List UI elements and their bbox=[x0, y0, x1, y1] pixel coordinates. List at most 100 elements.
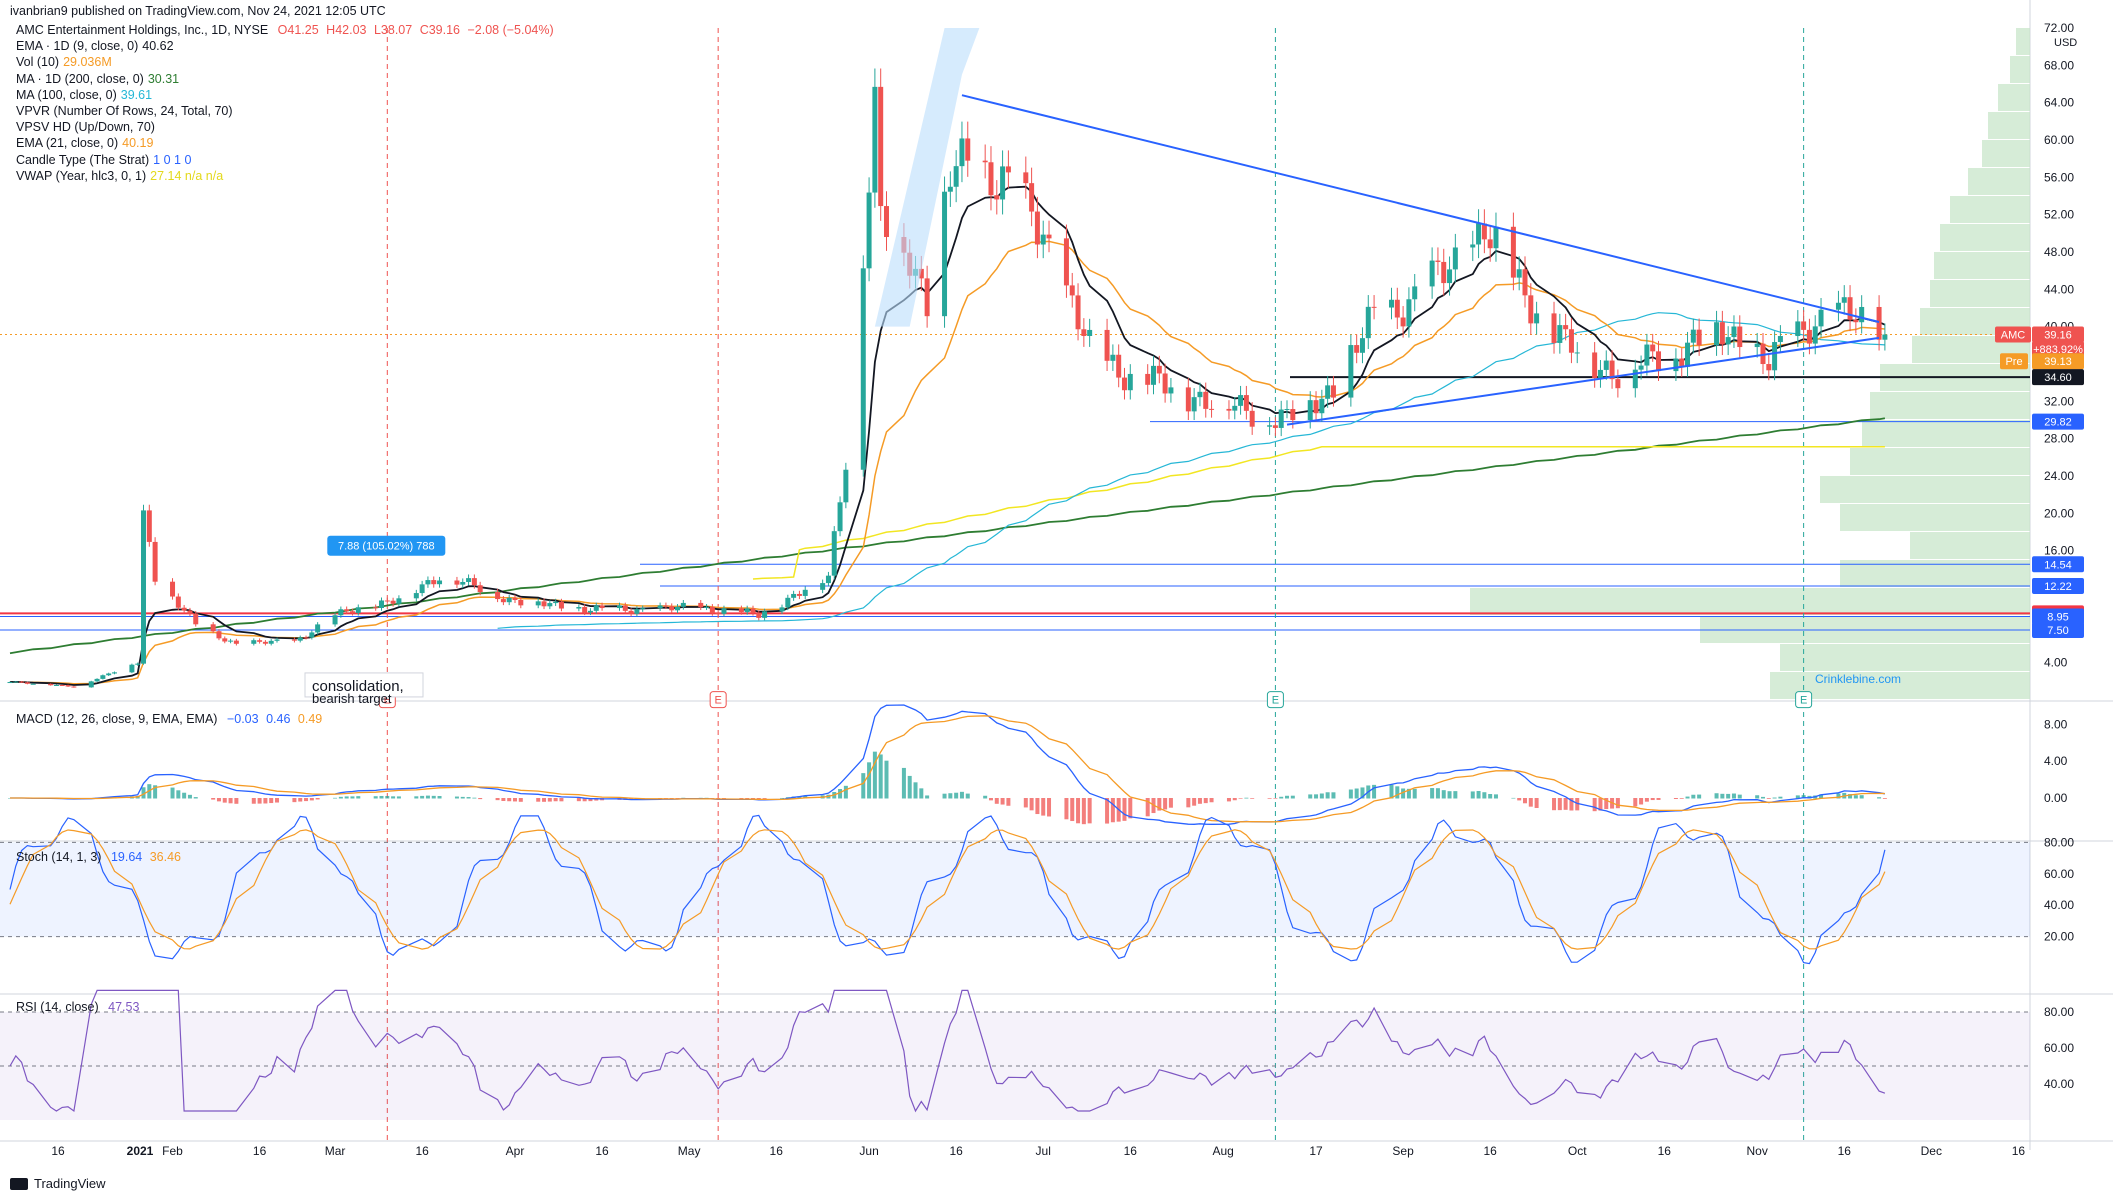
candle-body bbox=[576, 607, 582, 609]
macd-histogram-bar bbox=[901, 767, 906, 799]
volume-profile-bar bbox=[1870, 392, 2030, 419]
candle-body bbox=[1847, 297, 1853, 320]
macd-histogram-bar bbox=[1435, 788, 1440, 799]
channel-highlight bbox=[874, 28, 980, 327]
candle-body bbox=[1127, 373, 1133, 391]
macd-histogram-bar bbox=[1615, 798, 1620, 809]
candle-body bbox=[1737, 326, 1743, 348]
macd-histogram-bar bbox=[925, 795, 930, 799]
candle-body bbox=[1876, 306, 1882, 340]
candle-body bbox=[680, 602, 686, 607]
candle-body bbox=[251, 640, 257, 644]
macd-histogram-bar bbox=[1650, 798, 1655, 801]
currency-label: USD bbox=[2054, 37, 2077, 49]
candle-body bbox=[152, 541, 158, 582]
candle-body bbox=[831, 531, 837, 576]
legend-label: VWAP (Year, hlc3, 0, 1) bbox=[16, 168, 147, 183]
candle-body bbox=[762, 611, 768, 618]
tradingview-logo[interactable]: TradingView bbox=[10, 1176, 106, 1191]
candle-body bbox=[1151, 365, 1157, 385]
candle-body bbox=[193, 613, 199, 625]
candle-body bbox=[71, 686, 77, 688]
candle-body bbox=[587, 610, 593, 613]
macd-histogram-bar bbox=[1859, 795, 1864, 799]
candle-body bbox=[1249, 410, 1255, 427]
macd-histogram-bar bbox=[1000, 798, 1005, 805]
candle-body bbox=[918, 268, 924, 279]
candle-body bbox=[1696, 329, 1702, 346]
macd-histogram-bar bbox=[1592, 798, 1597, 812]
price-label-bg bbox=[2032, 369, 2084, 386]
ohlc-close: C39.16 bbox=[419, 23, 460, 37]
candle-body bbox=[477, 585, 483, 593]
macd-histogram-bar bbox=[576, 798, 581, 802]
macd-histogram-bar bbox=[1517, 798, 1522, 801]
macd-histogram-bar bbox=[1441, 790, 1446, 799]
candle-body bbox=[820, 583, 826, 590]
candle-body bbox=[1325, 385, 1331, 399]
macd-histogram-bar bbox=[1331, 792, 1336, 799]
macd-histogram-bar bbox=[907, 775, 912, 799]
candle-body bbox=[100, 675, 106, 679]
macd-histogram-bar bbox=[1853, 795, 1858, 799]
macd-histogram-bar bbox=[1035, 798, 1040, 815]
candle-body bbox=[541, 601, 547, 607]
candle-body bbox=[1319, 398, 1325, 414]
candle-body bbox=[553, 601, 559, 604]
macd-tick: 8.00 bbox=[2044, 717, 2068, 731]
time-tick: 17 bbox=[1309, 1144, 1323, 1158]
candle-body bbox=[1104, 329, 1110, 361]
macd-histogram-bar bbox=[275, 798, 280, 803]
macd-histogram-bar bbox=[216, 798, 221, 802]
candle-body bbox=[413, 593, 419, 599]
legend-row: VPVR (Number Of Rows, 24, Total, 70) bbox=[16, 103, 554, 119]
macd-histogram-bar bbox=[1186, 798, 1191, 808]
time-tick: Sep bbox=[1392, 1144, 1414, 1158]
macd-histogram-bar bbox=[1493, 794, 1498, 799]
candle-body bbox=[344, 609, 350, 612]
candle-body bbox=[1394, 299, 1400, 318]
macd-histogram-bar bbox=[373, 796, 378, 799]
candle-body bbox=[384, 600, 390, 602]
candle-body bbox=[210, 624, 216, 632]
candle-body bbox=[843, 469, 849, 503]
macd-histogram-bar bbox=[292, 798, 297, 803]
axes: 72.00 68.00 64.00 60.00 56.00 52.00 48.00 44.00… bbox=[51, 21, 2084, 1158]
candle-body bbox=[982, 160, 988, 163]
macd-histogram-bar bbox=[1447, 791, 1452, 799]
candle-body bbox=[59, 685, 65, 687]
macd-histogram-bar bbox=[350, 796, 355, 799]
candle-body bbox=[1685, 342, 1691, 367]
candle-body bbox=[1795, 321, 1801, 337]
macd-histogram-bar bbox=[1714, 793, 1719, 799]
price-label-bg bbox=[1995, 326, 2031, 343]
candle-body bbox=[1284, 409, 1290, 411]
candle-body bbox=[1069, 285, 1075, 296]
stoch-d-value: 36.46 bbox=[149, 850, 181, 864]
candle-body bbox=[1714, 322, 1720, 346]
candle-body bbox=[1528, 295, 1534, 324]
volume-profile-bar bbox=[1934, 252, 2030, 279]
macd-histogram-bar bbox=[1087, 798, 1092, 824]
candle-body bbox=[1191, 397, 1197, 412]
macd-histogram-bar bbox=[385, 795, 390, 799]
candle-body bbox=[953, 166, 959, 187]
candle-body bbox=[106, 673, 112, 676]
moving-averages bbox=[9, 185, 1886, 686]
macd-histogram-bar bbox=[1226, 798, 1231, 802]
volume-profile-bar bbox=[1940, 224, 2030, 251]
macd-histogram-bar bbox=[1360, 787, 1365, 799]
macd-histogram-bar bbox=[878, 754, 883, 799]
candle-body bbox=[1679, 358, 1685, 367]
macd-histogram-bar bbox=[872, 751, 877, 799]
candle-body bbox=[593, 605, 599, 611]
candle-body bbox=[309, 632, 315, 638]
macd-histogram-bar bbox=[1557, 798, 1562, 811]
vwap-line bbox=[752, 445, 1885, 580]
macd-histogram-bar bbox=[170, 787, 175, 799]
time-tick: 2021 bbox=[127, 1144, 154, 1158]
candle-body bbox=[1412, 286, 1418, 300]
candle-body bbox=[13, 681, 19, 683]
